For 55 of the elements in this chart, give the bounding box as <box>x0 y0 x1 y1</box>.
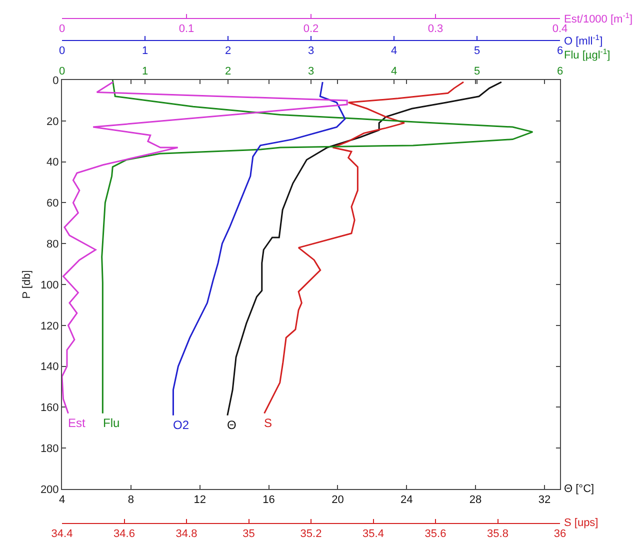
x2-tick-label: 2 <box>224 45 232 58</box>
series-label: Est <box>68 416 86 430</box>
x-tick-label: 0.1 <box>178 23 194 36</box>
x2-tick-label: 4 <box>390 45 398 58</box>
x-tick-label: 2 <box>224 66 232 78</box>
x2-tick-label: 6 <box>556 45 564 58</box>
x2-tick-label: 35.2 <box>300 528 322 540</box>
x-tick-label: 8 <box>128 494 134 506</box>
x2-tick-label: 3 <box>308 45 314 58</box>
x2-tick-label: 35.6 <box>424 528 446 540</box>
x-axis-title: Θ [°C] <box>564 483 594 495</box>
x-tick-label: 4 <box>390 66 398 78</box>
x-tick-label: 6 <box>556 66 564 78</box>
y-tick-label: 180 <box>40 442 59 455</box>
x2-axis-title: S [ups] <box>564 517 598 529</box>
y-tick-label: 140 <box>40 361 59 374</box>
y-tick-label: 20 <box>46 116 59 128</box>
y-axis-title: P [db] <box>21 270 33 299</box>
x-tick-label: 3 <box>308 66 314 78</box>
x-tick-label: 0.3 <box>428 23 444 36</box>
line-series <box>226 81 502 416</box>
x2-tick-label: 1 <box>142 45 148 58</box>
x-tick-label: 4 <box>58 494 66 506</box>
x-tick-label: 1 <box>142 66 148 78</box>
y-tick-label: 100 <box>40 279 59 292</box>
x2-tick-label: 5 <box>474 45 480 58</box>
x-tick-label: 0.2 <box>303 23 319 36</box>
series-label: Θ <box>227 418 236 432</box>
y-tick-label: 60 <box>46 198 59 210</box>
x-axis-title: Flu [µgl$^{-1}$] <box>564 47 610 62</box>
x-tick-label: 0.4 <box>552 23 568 36</box>
x-tick-label: 24 <box>400 494 413 506</box>
x2-tick-label: 34.6 <box>114 528 135 540</box>
series-label: Flu <box>103 416 120 430</box>
x2-tick-label: 35.4 <box>362 528 384 540</box>
y-tick-label: 160 <box>40 402 59 414</box>
series-label: O2 <box>173 418 190 432</box>
x2-tick-label: 35 <box>242 528 255 540</box>
y-tick-label: 80 <box>46 238 59 250</box>
x-tick-label: 28 <box>469 494 482 506</box>
x2-tick-label: 34.8 <box>176 528 198 540</box>
x-tick-label: 16 <box>262 494 275 506</box>
x2-tick-label: 34.4 <box>51 528 73 540</box>
series-label: S <box>264 416 272 430</box>
x2-tick-label: 36 <box>554 528 566 540</box>
y-tick-label: 0 <box>52 74 59 87</box>
y-tick-label: 200 <box>40 484 59 496</box>
x-tick-label: 12 <box>194 494 206 506</box>
x2-axis-title: O [mll$^{-1}$] <box>564 33 603 48</box>
y-tick-label: 40 <box>46 156 59 169</box>
y-tick-label: 120 <box>40 320 59 332</box>
x2-tick-label: 35.8 <box>487 528 508 540</box>
x-tick-label: 5 <box>474 66 480 78</box>
x-tick-label: 20 <box>332 494 344 506</box>
x-tick-label: 32 <box>538 494 551 506</box>
